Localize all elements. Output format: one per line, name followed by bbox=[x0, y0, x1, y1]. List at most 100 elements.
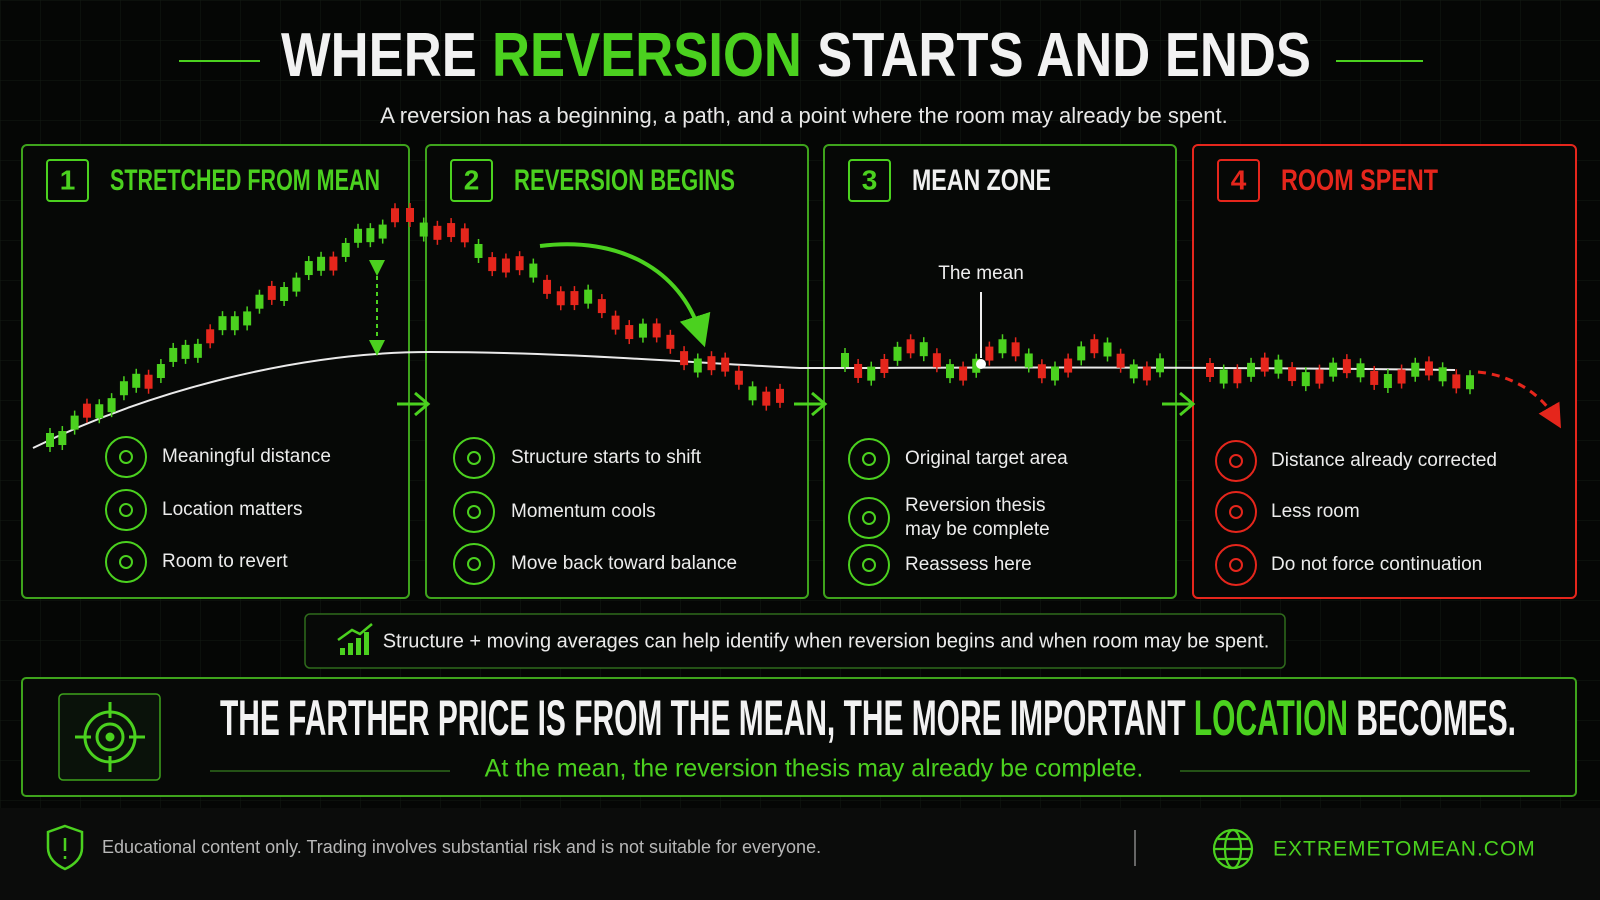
panel bbox=[1192, 144, 1577, 599]
candle-body bbox=[329, 256, 338, 271]
candle-body bbox=[354, 228, 363, 243]
item-text: Momentum cools bbox=[511, 501, 656, 522]
candle-body bbox=[721, 357, 730, 372]
candle-body bbox=[206, 329, 215, 344]
title: WHEREREVERSIONSTARTS AND ENDS bbox=[281, 21, 1311, 90]
candle-body bbox=[501, 258, 510, 273]
candle-body bbox=[946, 364, 954, 379]
item-icon-glyph bbox=[862, 511, 876, 525]
candle-body bbox=[119, 381, 128, 396]
item-icon bbox=[1215, 491, 1257, 533]
candle-body bbox=[1397, 369, 1406, 384]
title-part: WHERE bbox=[281, 21, 477, 90]
panel-heading: ROOM SPENT bbox=[1281, 164, 1438, 197]
candle-body bbox=[1288, 367, 1297, 382]
candle-body bbox=[317, 256, 326, 271]
panel bbox=[823, 144, 1177, 599]
candle-body bbox=[218, 316, 227, 331]
candle-body bbox=[280, 286, 289, 301]
title-highlight: REVERSION bbox=[492, 21, 802, 90]
candle-body bbox=[433, 225, 442, 240]
item-text: Do not force continuation bbox=[1271, 554, 1482, 575]
number-box bbox=[848, 159, 891, 202]
candle-body bbox=[366, 228, 375, 243]
panel-heading: MEAN ZONE bbox=[912, 164, 1051, 197]
item-icon-glyph bbox=[862, 558, 876, 572]
shield-icon bbox=[46, 824, 84, 871]
candle-body bbox=[1342, 359, 1351, 374]
candle-body bbox=[1064, 358, 1073, 373]
item-icon bbox=[453, 543, 495, 585]
reversion-arrow bbox=[539, 242, 711, 348]
candle-body bbox=[972, 358, 981, 373]
step-arrow bbox=[1162, 391, 1196, 417]
globe-icon bbox=[1212, 828, 1254, 870]
item-text: Reassess here bbox=[905, 554, 1032, 575]
candle-body bbox=[1301, 372, 1310, 387]
headline-part: BECOMES. bbox=[1356, 690, 1516, 746]
item-text: Location matters bbox=[162, 499, 302, 520]
candle-body bbox=[959, 366, 968, 381]
candle-body bbox=[919, 342, 928, 357]
candle-body bbox=[638, 323, 647, 338]
note-icon bbox=[337, 623, 373, 655]
item-text: Reversion thesis bbox=[905, 495, 1045, 516]
candle-body bbox=[1077, 346, 1086, 361]
target-icon bbox=[75, 702, 145, 772]
mean-line bbox=[32, 350, 1456, 449]
item-icon bbox=[453, 437, 495, 479]
candle-body bbox=[1116, 353, 1125, 368]
candle-body bbox=[243, 311, 252, 326]
candle-body bbox=[304, 261, 313, 276]
candle-body bbox=[58, 431, 67, 446]
number-box bbox=[1217, 159, 1260, 202]
item-icon bbox=[848, 497, 890, 539]
candle-body bbox=[1247, 362, 1256, 377]
candle-body bbox=[230, 316, 239, 331]
panel bbox=[21, 144, 410, 599]
site: EXTREMETOMEAN.COM bbox=[1273, 838, 1536, 861]
number-box bbox=[450, 159, 493, 202]
item-icon bbox=[105, 541, 147, 583]
candle-body bbox=[378, 224, 387, 239]
candle-body bbox=[1037, 364, 1046, 379]
candle-body bbox=[1452, 374, 1461, 389]
candle-body bbox=[1438, 367, 1447, 382]
item-icon-glyph bbox=[119, 503, 133, 517]
candle-body bbox=[584, 289, 593, 304]
candle-body bbox=[132, 373, 141, 388]
candle-body bbox=[474, 243, 483, 258]
mean-label: The mean bbox=[938, 263, 1024, 284]
candle-body bbox=[1090, 339, 1099, 354]
candle-body bbox=[1219, 369, 1228, 384]
candle-body bbox=[1274, 359, 1283, 374]
candle-body bbox=[748, 386, 757, 401]
item-text: Meaningful distance bbox=[162, 446, 331, 467]
candle-body bbox=[1466, 375, 1474, 390]
candle-body bbox=[893, 346, 902, 361]
candle-body bbox=[1156, 358, 1164, 373]
headline-highlight: LOCATION bbox=[1194, 690, 1348, 746]
candle-body bbox=[193, 343, 202, 358]
number-box bbox=[46, 159, 89, 202]
banner-subline: At the mean, the reversion thesis may al… bbox=[485, 755, 1144, 783]
candle-body bbox=[1103, 342, 1112, 357]
candle-body bbox=[932, 353, 941, 368]
footer bbox=[0, 808, 1600, 900]
step-arrow bbox=[397, 391, 431, 417]
item-icon-glyph bbox=[862, 452, 876, 466]
candle-body bbox=[292, 277, 301, 292]
item-icon-glyph bbox=[1229, 454, 1243, 468]
candle-body bbox=[734, 370, 743, 385]
candle-body bbox=[488, 257, 497, 272]
item-text: Move back toward balance bbox=[511, 553, 737, 574]
candle-body bbox=[570, 291, 579, 306]
item-text: Original target area bbox=[905, 448, 1068, 469]
item-icon bbox=[1215, 544, 1257, 586]
candle-body bbox=[1329, 362, 1338, 377]
note-box bbox=[304, 613, 1286, 669]
candle-body bbox=[391, 208, 399, 223]
banner-headline: THE FARTHER PRICE IS FROM THE MEAN, THE … bbox=[220, 690, 1516, 746]
candle-body bbox=[144, 374, 153, 389]
candle-body bbox=[625, 325, 634, 340]
